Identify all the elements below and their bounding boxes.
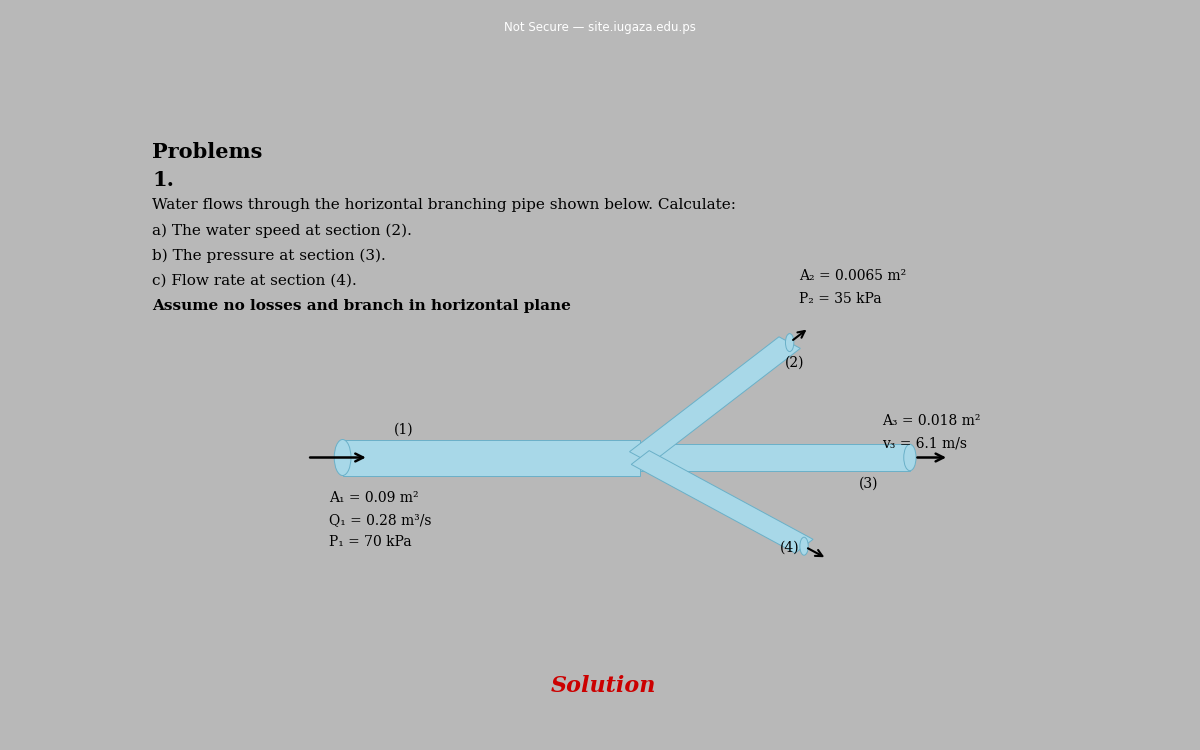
Text: P₁ = 70 kPa: P₁ = 70 kPa xyxy=(329,535,412,549)
Text: Q₁ = 0.28 m³/s: Q₁ = 0.28 m³/s xyxy=(329,513,431,526)
Polygon shape xyxy=(641,444,910,471)
Text: P₂ = 35 kPa: P₂ = 35 kPa xyxy=(799,292,882,305)
Text: (1): (1) xyxy=(394,422,413,436)
Text: a) The water speed at section (2).: a) The water speed at section (2). xyxy=(152,224,412,238)
Text: c) Flow rate at section (4).: c) Flow rate at section (4). xyxy=(152,274,356,288)
Text: (4): (4) xyxy=(780,540,800,554)
Text: A₁ = 0.09 m²: A₁ = 0.09 m² xyxy=(329,490,419,505)
Text: 1.: 1. xyxy=(152,170,174,190)
Polygon shape xyxy=(343,440,641,476)
Text: (3): (3) xyxy=(859,477,878,490)
Text: b) The pressure at section (3).: b) The pressure at section (3). xyxy=(152,249,385,263)
Text: v₃ = 6.1 m/s: v₃ = 6.1 m/s xyxy=(882,436,967,451)
Text: A₃ = 0.018 m²: A₃ = 0.018 m² xyxy=(882,414,980,428)
Text: Assume no losses and branch in horizontal plane: Assume no losses and branch in horizonta… xyxy=(152,299,571,313)
Ellipse shape xyxy=(800,537,809,555)
Ellipse shape xyxy=(335,440,350,476)
Text: Solution: Solution xyxy=(551,676,655,698)
Text: (2): (2) xyxy=(785,356,804,370)
Text: A₂ = 0.0065 m²: A₂ = 0.0065 m² xyxy=(799,268,906,283)
Ellipse shape xyxy=(904,444,916,471)
Ellipse shape xyxy=(786,334,794,352)
Text: Water flows through the horizontal branching pipe shown below. Calculate:: Water flows through the horizontal branc… xyxy=(152,198,736,212)
Polygon shape xyxy=(631,451,814,553)
Polygon shape xyxy=(630,337,800,464)
Text: Not Secure — site.iugaza.edu.ps: Not Secure — site.iugaza.edu.ps xyxy=(504,21,696,34)
Text: Problems: Problems xyxy=(152,142,263,163)
